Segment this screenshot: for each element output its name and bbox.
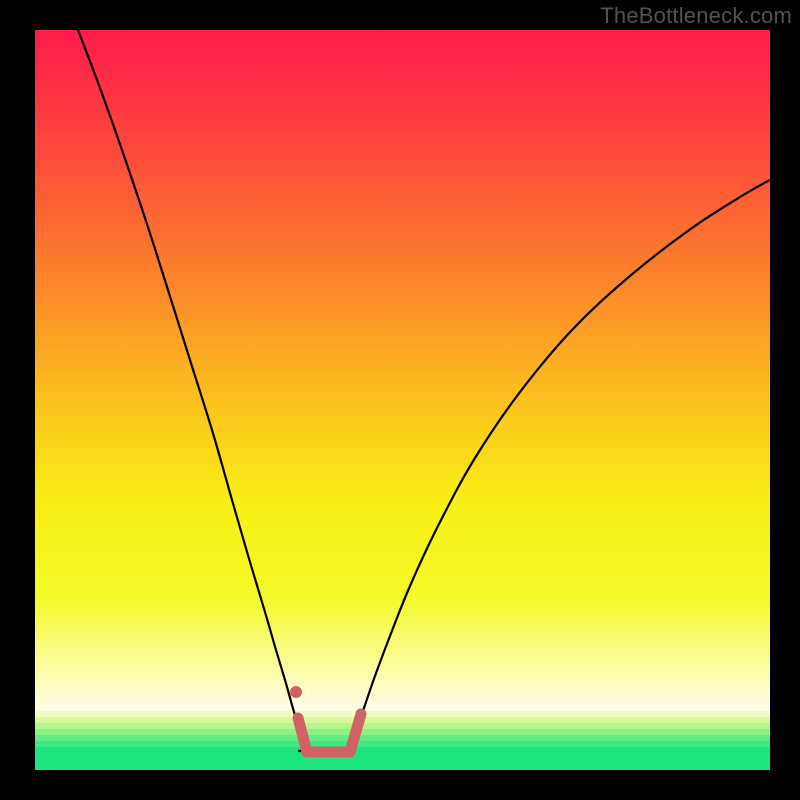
- figure-root: TheBottleneck.com: [0, 0, 800, 800]
- watermark-text: TheBottleneck.com: [600, 3, 792, 29]
- chart-svg: [0, 0, 800, 800]
- green-band-stack: [35, 705, 770, 770]
